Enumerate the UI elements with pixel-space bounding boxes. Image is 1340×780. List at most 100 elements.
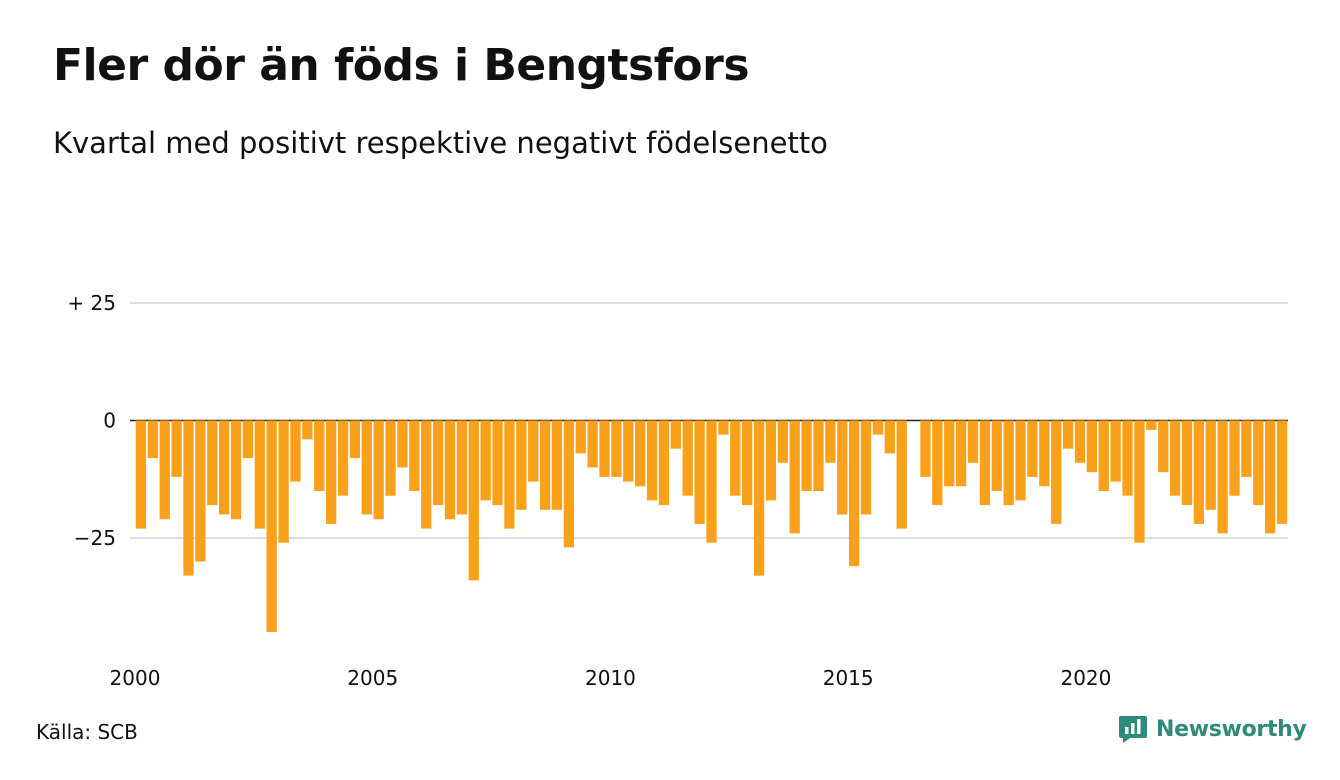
bar	[1098, 420, 1109, 491]
y-tick-label: + 25	[67, 291, 116, 315]
bar	[920, 420, 931, 477]
bar	[1039, 420, 1050, 487]
bar	[456, 420, 468, 515]
bar	[325, 420, 337, 524]
bar	[159, 420, 170, 520]
bar	[623, 420, 634, 482]
bar	[1146, 420, 1157, 430]
chart-title: Fler dör än föds i Bengtsfors	[53, 40, 750, 91]
bar	[646, 420, 658, 501]
bar	[979, 420, 991, 506]
bar	[1217, 420, 1228, 534]
bar	[504, 420, 515, 529]
bar	[230, 420, 242, 520]
bar	[432, 420, 444, 506]
bar	[171, 420, 182, 477]
bar	[528, 420, 539, 482]
bar	[1134, 420, 1145, 543]
bar	[742, 420, 753, 506]
bar	[730, 420, 741, 496]
bar	[1027, 420, 1038, 477]
bar	[872, 420, 884, 435]
bar	[1229, 420, 1240, 496]
bar	[1169, 420, 1181, 496]
source-label: Källa: SCB	[36, 720, 138, 744]
bar	[444, 420, 456, 520]
bar	[1276, 420, 1288, 524]
brand-name: Newsworthy	[1156, 716, 1307, 742]
bar	[1241, 420, 1252, 477]
bar	[587, 420, 598, 468]
bar	[492, 420, 503, 506]
bar	[242, 420, 254, 459]
y-tick-label: 0	[103, 409, 116, 433]
bar	[219, 420, 230, 515]
bar	[860, 420, 872, 515]
bar	[551, 420, 563, 510]
bar	[599, 420, 610, 477]
bar	[480, 420, 491, 501]
bar	[1051, 420, 1062, 524]
bar	[658, 420, 670, 506]
bar	[635, 420, 646, 487]
bar	[1015, 420, 1026, 501]
bar	[765, 420, 777, 501]
bar	[575, 420, 586, 454]
bar	[849, 420, 860, 567]
bar	[147, 420, 158, 459]
bar	[670, 420, 681, 449]
bar	[1062, 420, 1074, 449]
bar	[409, 420, 420, 491]
bars	[135, 420, 1288, 632]
bar	[706, 420, 717, 543]
x-tick-label: 2005	[347, 666, 398, 690]
bar	[563, 420, 575, 548]
bar	[266, 420, 277, 632]
chart-subtitle: Kvartal med positivt respektive negativt…	[53, 126, 828, 160]
bar	[468, 420, 479, 581]
bar	[1086, 420, 1098, 473]
bar	[955, 420, 967, 487]
bar	[1074, 420, 1086, 463]
bar	[884, 420, 895, 454]
bar	[278, 420, 289, 543]
bar	[932, 420, 943, 506]
bar	[1110, 420, 1121, 482]
bar	[837, 420, 848, 515]
bar	[991, 420, 1002, 491]
axis-labels: + 25 0 −25 2000 2005 2010 2015 2020	[67, 291, 1111, 690]
bar	[753, 420, 765, 576]
bar	[397, 420, 408, 468]
bar	[421, 420, 432, 529]
bar	[314, 420, 325, 491]
bar	[1265, 420, 1276, 534]
bar	[789, 420, 800, 534]
bar	[825, 420, 836, 463]
bar	[290, 420, 301, 482]
bar	[183, 420, 194, 576]
bar	[777, 420, 788, 463]
brand-logo: Newsworthy	[1118, 714, 1307, 744]
bar	[1158, 420, 1169, 473]
bar	[1122, 420, 1133, 496]
bar	[337, 420, 349, 496]
bar	[135, 420, 147, 529]
x-tick-label: 2010	[585, 666, 636, 690]
bar	[896, 420, 907, 529]
bar	[302, 420, 313, 440]
bar	[682, 420, 693, 496]
bar	[349, 420, 361, 459]
bar	[385, 420, 396, 496]
bar	[1003, 420, 1014, 506]
bar-chart-logo-icon	[1119, 716, 1147, 743]
bar	[254, 420, 265, 529]
bar	[373, 420, 384, 520]
bar	[944, 420, 955, 487]
bar	[718, 420, 729, 435]
bar	[195, 420, 206, 562]
bar	[694, 420, 705, 524]
bar	[207, 420, 218, 506]
bar	[516, 420, 527, 510]
x-tick-label: 2000	[110, 666, 161, 690]
